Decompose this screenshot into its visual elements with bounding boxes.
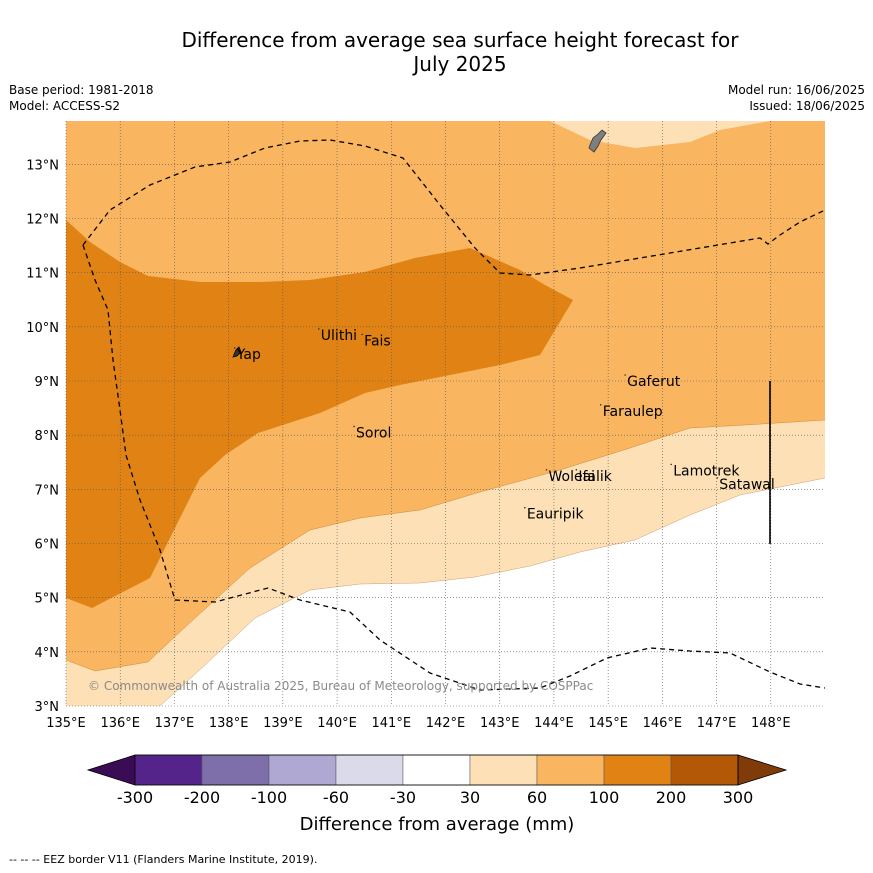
colorbar-arrow-low bbox=[86, 754, 136, 786]
eez-footnote: -- -- -- EEZ border V11 (Flanders Marine… bbox=[9, 853, 318, 866]
atoll-marker bbox=[233, 347, 236, 349]
lat-tick-label: 13°N bbox=[26, 158, 59, 173]
lon-tick-label: 143°E bbox=[480, 716, 520, 731]
colorbar-box bbox=[536, 754, 605, 786]
issued-date: Issued: 18/06/2025 bbox=[749, 99, 865, 113]
atoll-marker bbox=[670, 463, 672, 466]
model-name: Model: ACCESS-S2 bbox=[9, 99, 121, 113]
colorbar-box bbox=[402, 754, 471, 786]
place-label: Woleai bbox=[549, 469, 596, 485]
colorbar-label: Difference from average (mm) bbox=[300, 814, 575, 835]
lon-tick-label: 138°E bbox=[209, 716, 249, 731]
atoll-marker bbox=[353, 425, 355, 428]
place-label: Eauripik bbox=[527, 507, 585, 523]
copyright-text: © Commonwealth of Australia 2025, Bureau… bbox=[88, 679, 593, 693]
colorbar-tick-label: 100 bbox=[589, 788, 620, 807]
eez-border-west bbox=[82, 244, 825, 691]
lat-tick-label: 12°N bbox=[26, 213, 59, 228]
band-neutral bbox=[160, 478, 825, 706]
colorbar-box bbox=[670, 754, 739, 786]
colorbar-tick-label: -30 bbox=[390, 788, 416, 807]
place-label: Ifalik bbox=[578, 469, 612, 485]
place-labels: Yap Ulithi Fais Gaferut Faraulep Sorol WoleaiI… bbox=[233, 328, 775, 523]
meta-right: Model run: 16/06/2025 Issued: 18/06/2025 bbox=[728, 82, 865, 114]
model-run: Model run: 16/06/2025 bbox=[727, 83, 865, 97]
place-label: Faraulep bbox=[603, 404, 663, 420]
graticule bbox=[65, 121, 825, 707]
title-line-2: July 2025 bbox=[413, 52, 507, 76]
base-period: Base period: 1981-2018 bbox=[9, 83, 154, 97]
lat-tick-label: 9°N bbox=[35, 375, 60, 390]
lat-tick-label: 7°N bbox=[35, 483, 60, 498]
colorbar-tick-label: -60 bbox=[323, 788, 349, 807]
atoll-marker bbox=[318, 328, 320, 330]
band-30-60-north bbox=[550, 121, 770, 148]
band-100-200 bbox=[66, 220, 573, 608]
lon-tick-label: 148°E bbox=[751, 716, 791, 731]
colorbar-tick-label: 30 bbox=[460, 788, 480, 807]
lat-tick-label: 6°N bbox=[35, 538, 60, 553]
lat-tick-label: 3°N bbox=[35, 700, 60, 715]
colorbar-frame bbox=[134, 754, 739, 786]
lat-tick-label: 8°N bbox=[35, 429, 60, 444]
colorbar-box bbox=[201, 754, 270, 786]
lat-tick-label: 5°N bbox=[35, 592, 60, 607]
lon-tick-label: 135°E bbox=[46, 716, 86, 731]
colorbar-tick-label: -200 bbox=[184, 788, 220, 807]
lat-tick-label: 4°N bbox=[35, 646, 60, 661]
title-line-1: Difference from average sea surface heig… bbox=[181, 28, 739, 52]
lon-tick-label: 140°E bbox=[317, 716, 357, 731]
place-label: Gaferut bbox=[627, 374, 681, 390]
atoll-marker bbox=[599, 403, 602, 406]
lon-tick-label: 144°E bbox=[534, 716, 574, 731]
lon-tick-label: 137°E bbox=[155, 716, 195, 731]
lat-tick-label: 11°N bbox=[26, 267, 59, 282]
place-label: Fais bbox=[364, 333, 391, 349]
colorbar-tick-label: -300 bbox=[117, 788, 153, 807]
atoll-marker bbox=[524, 506, 526, 509]
lon-tick-label: 136°E bbox=[100, 716, 140, 731]
place-label: Satawal bbox=[719, 477, 774, 493]
lat-tick-labels: 3°N 4°N 5°N 6°N 7°N 8°N 9°N 10°N 11°N 12°N 13°N bbox=[26, 158, 59, 715]
colorbar-box bbox=[603, 754, 672, 786]
yap-island bbox=[232, 346, 242, 358]
colorbar-tick-label: 300 bbox=[723, 788, 754, 807]
lon-tick-label: 139°E bbox=[263, 716, 303, 731]
colorbar-box bbox=[469, 754, 538, 786]
lon-tick-labels: 135°E 136°E 137°E 138°E 139°E 140°E 141°E 142°E… bbox=[46, 716, 790, 731]
place-label: Sorol bbox=[356, 425, 391, 441]
lon-tick-label: 146°E bbox=[643, 716, 683, 731]
place-label: Lamotrek bbox=[673, 463, 740, 479]
chart-title: Difference from average sea surface heig… bbox=[60, 28, 860, 76]
colorbar-box bbox=[268, 754, 337, 786]
atoll-marker bbox=[624, 374, 626, 376]
lon-tick-label: 141°E bbox=[372, 716, 412, 731]
atoll-marker bbox=[575, 468, 578, 471]
place-label: Yap bbox=[236, 347, 261, 363]
lon-tick-label: 142°E bbox=[426, 716, 466, 731]
atoll-marker bbox=[716, 477, 719, 479]
colorbar-tick-label: -100 bbox=[251, 788, 287, 807]
atoll-marker bbox=[545, 468, 548, 471]
eez-borders bbox=[82, 139, 825, 691]
lat-tick-label: 10°N bbox=[26, 321, 59, 336]
atoll-marker bbox=[361, 333, 363, 336]
place-label: Ulithi bbox=[321, 328, 357, 344]
colorbar-arrow-high bbox=[737, 754, 788, 786]
lon-tick-label: 147°E bbox=[697, 716, 737, 731]
colorbar-tick-label: 200 bbox=[656, 788, 687, 807]
guam-island bbox=[588, 129, 607, 153]
eez-border-north-palau-fsm bbox=[82, 139, 825, 276]
colorbar: -300 -200 -100 -60 -30 30 60 100 200 300 bbox=[86, 754, 788, 807]
colorbar-box bbox=[134, 754, 203, 786]
colorbar-tick-label: 60 bbox=[527, 788, 547, 807]
colorbar-box bbox=[335, 754, 404, 786]
meta-left: Base period: 1981-2018 Model: ACCESS-S2 bbox=[9, 82, 154, 114]
lon-tick-label: 145°E bbox=[588, 716, 628, 731]
